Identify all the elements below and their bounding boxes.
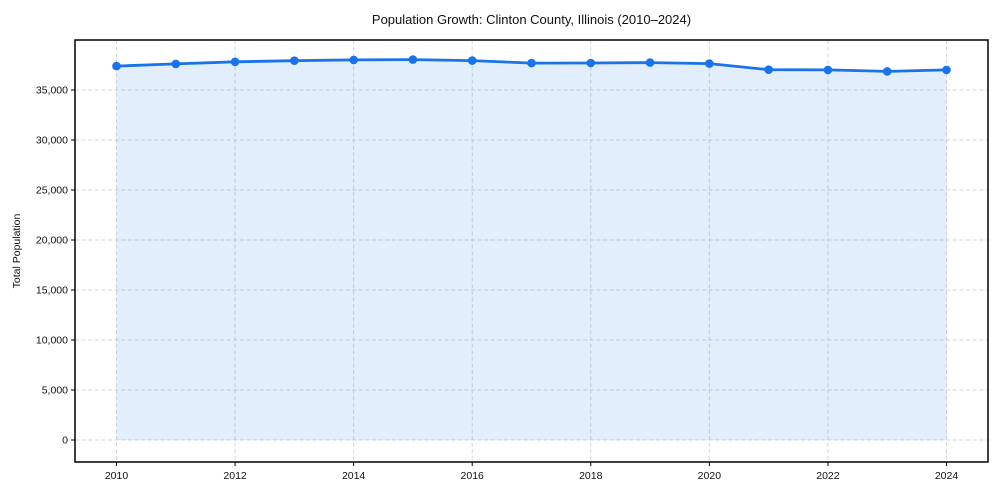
x-tick-label: 2024 [935,470,959,482]
data-point-2023 [882,67,892,76]
area-fill [116,59,947,440]
y-tick-label: 30,000 [36,135,68,147]
data-point-2012 [230,57,240,67]
x-tick-label: 2018 [579,470,603,482]
data-point-2013 [290,56,299,65]
data-point-2019 [645,58,655,67]
data-point-2016 [467,56,477,65]
x-tick-label: 2010 [105,470,129,482]
chart-title: Population Growth: Clinton County, Illin… [371,12,692,27]
x-tick-label: 2012 [223,470,247,482]
y-tick-label: 35,000 [36,85,68,97]
y-tick-label: 15,000 [36,285,68,297]
x-tick-label: 2016 [461,470,485,482]
data-point-2010 [112,61,121,71]
y-tick-label: 0 [62,435,68,447]
plot-frame [74,39,989,463]
x-tick-label: 2020 [698,470,722,482]
y-tick-label: 20,000 [36,235,68,247]
data-point-2018 [586,58,596,68]
x-tick-label: 2014 [342,470,366,482]
data-point-2020 [705,59,714,68]
data-point-2017 [527,58,536,68]
y-tick-label: 10,000 [36,335,68,347]
y-tick-label: 25,000 [36,185,68,197]
data-point-2022 [823,65,833,75]
data-point-2021 [764,65,773,74]
data-point-2024 [942,65,951,75]
data-point-2015 [408,55,418,64]
data-point-2014 [349,55,358,65]
y-tick-label: 5,000 [42,385,68,397]
data-point-2011 [171,59,181,69]
x-tick-label: 2022 [816,470,840,482]
